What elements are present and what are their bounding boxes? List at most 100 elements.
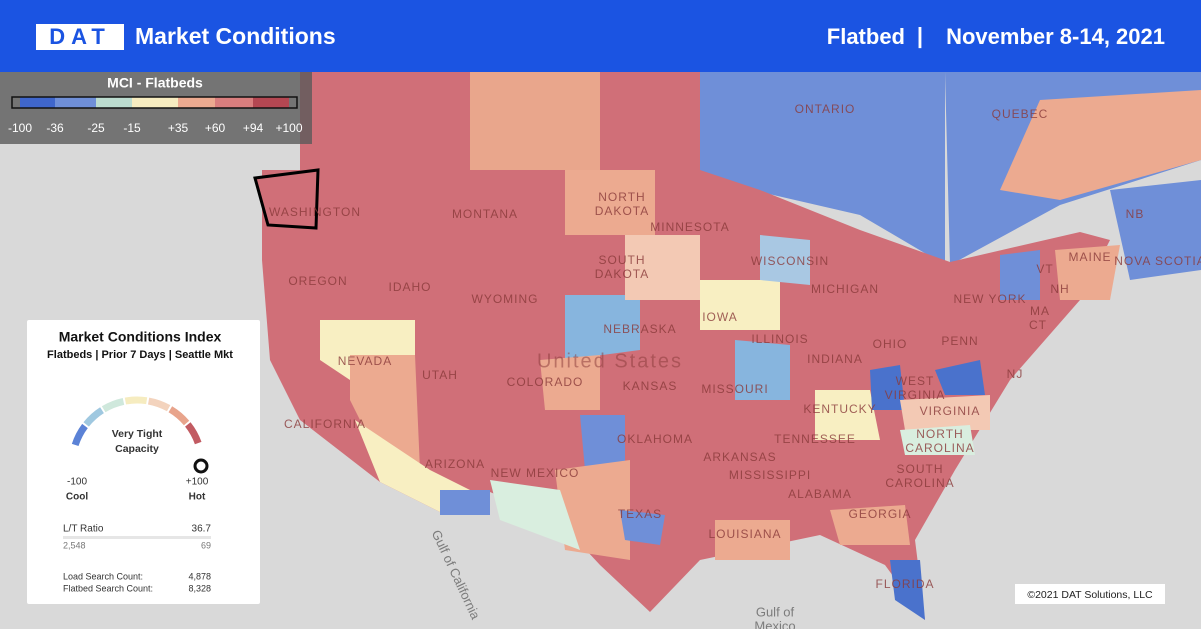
map-label: NH (1050, 282, 1069, 296)
map-label: NEBRASKA (603, 322, 676, 336)
legend-bar-frame (11, 96, 298, 109)
map-label: TEXAS (618, 507, 662, 521)
region (565, 295, 640, 360)
map-label: CAROLINA (905, 441, 974, 455)
map-label: LOUISIANA (708, 527, 781, 541)
region (815, 390, 880, 440)
region (540, 355, 600, 410)
region (1110, 180, 1201, 280)
map-label: MISSISSIPPI (729, 468, 811, 482)
map-label: DAKOTA (595, 267, 649, 281)
region (625, 235, 700, 300)
card-title: Market Conditions Index (59, 329, 222, 345)
region (1000, 250, 1040, 300)
legend-swatch (96, 97, 132, 108)
map-label: FLORIDA (875, 577, 934, 591)
legend-swatch (178, 97, 215, 108)
map-label: PENN (941, 334, 978, 348)
map-label: KENTUCKY (803, 402, 876, 416)
map-label: ALABAMA (788, 487, 852, 501)
map-label: NEVADA (338, 354, 392, 368)
flatbed-search-label: Flatbed Search Count: (63, 583, 153, 593)
card-subtitle: Flatbeds | Prior 7 Days | Seattle Mkt (47, 349, 233, 361)
trucks: 69 (201, 540, 211, 550)
map-label: VIRGINIA (885, 388, 946, 402)
map-label: QUEBEC (992, 107, 1049, 121)
legend-label: -25 (87, 121, 105, 135)
map-label: NORTH (598, 190, 645, 204)
legend-swatch (55, 97, 96, 108)
gauge-high-name: Hot (189, 492, 206, 503)
copyright-box (1015, 584, 1165, 604)
map-label: GEORGIA (848, 507, 911, 521)
map-label: TENNESSEE (774, 432, 856, 446)
legend-title: MCI - Flatbeds (107, 75, 203, 91)
loads: 2,548 (63, 540, 86, 550)
region (490, 480, 580, 550)
map-label: UTAH (422, 368, 458, 382)
header-bar (0, 0, 1201, 72)
legend-label: +94 (243, 121, 264, 135)
map-label: MAINE (1068, 250, 1111, 264)
map-label: SOUTH (599, 253, 646, 267)
ratio-bar (63, 536, 211, 539)
map-label: NJ (1007, 367, 1024, 381)
map-label: MICHIGAN (811, 282, 879, 296)
gauge-status: Capacity (115, 443, 159, 455)
region (1000, 90, 1201, 200)
map-label: MONTANA (452, 207, 518, 221)
map-label: SOUTH (897, 462, 944, 476)
map-label: DAKOTA (595, 204, 649, 218)
region (890, 560, 925, 620)
map-label: MISSOURI (701, 382, 768, 396)
region (900, 425, 975, 455)
map-label: INDIANA (807, 352, 863, 366)
map-label: NB (1126, 207, 1145, 221)
map-label: NEW MEXICO (491, 466, 580, 480)
region (580, 415, 625, 470)
header-title: Market Conditions (135, 23, 336, 49)
info-card (27, 320, 260, 604)
header-dates: November 8-14, 2021 (946, 24, 1165, 49)
map-label: OREGON (288, 274, 347, 288)
map-label: COLORADO (507, 375, 584, 389)
map-label: OKLAHOMA (617, 432, 693, 446)
seattle-market (253, 168, 320, 230)
region (565, 170, 655, 235)
gauge-low-name: Cool (66, 492, 88, 503)
region (355, 420, 470, 512)
logo-box (36, 24, 124, 50)
map-label: MINNESOTA (650, 220, 729, 234)
load-search: 4,878 (188, 571, 211, 581)
region (700, 280, 780, 330)
map-label: CALIFORNIA (284, 417, 366, 431)
region (900, 395, 990, 430)
gauge-segment (168, 406, 190, 426)
map-label: ONTARIO (795, 102, 856, 116)
legend-label: -100 (8, 121, 32, 135)
gauge-segment (101, 397, 125, 413)
region (350, 355, 420, 470)
map-label: NORTH (916, 427, 963, 441)
map-label: ARKANSAS (703, 450, 776, 464)
map-label: CT (1029, 318, 1047, 332)
map-label: VT (1036, 262, 1053, 276)
legend-swatch (253, 97, 289, 108)
ratio-value: 36.7 (192, 524, 212, 535)
legend-label: -15 (123, 121, 141, 135)
map-label: WYOMING (472, 292, 539, 306)
map-label: IOWA (702, 310, 738, 324)
map-label: CAROLINA (885, 476, 954, 490)
map-label: NEW YORK (953, 292, 1026, 306)
region (935, 360, 985, 395)
gauge-high: +100 (186, 477, 209, 488)
gauge-segment (71, 423, 88, 447)
load-search-label: Load Search Count: (63, 571, 143, 581)
map-label: United States (537, 350, 683, 372)
map-label: MA (1030, 304, 1050, 318)
region (600, 72, 700, 170)
flatbed-search: 8,328 (188, 583, 211, 593)
region (830, 505, 910, 545)
gauge-low: -100 (67, 477, 87, 488)
